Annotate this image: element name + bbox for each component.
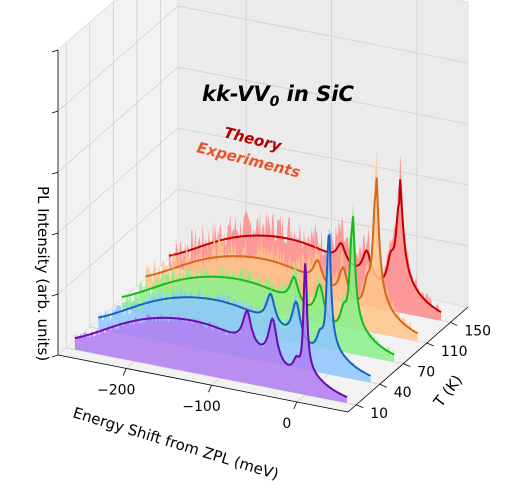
z-axis-label: PL Intensity (arb. units) [34,186,52,361]
chart-title: kk-VV0 in SiC [202,82,354,110]
experiment-area-10K [74,263,348,403]
z-tick-mark [51,293,59,297]
y-tick-mark [379,383,387,388]
z-tick-mark [51,232,59,236]
y-tick-mark [403,363,411,367]
axis-layer: −200 −100 0 10 40 70 110 150 [51,49,491,432]
x-tick-mark [293,401,298,410]
z-gridline [57,188,469,295]
y-tick-label: 150 [464,323,491,339]
z-tick-mark [51,171,59,175]
y-tick-mark [356,404,364,409]
y-tick-label: 10 [370,406,388,422]
x-axis-line [57,354,349,413]
x-tick-label: 0 [282,416,291,432]
x-axis-label: Energy Shift from ZPL (meV) [71,404,281,484]
theory-line-10K [74,263,348,399]
z-tick-mark [51,49,59,53]
x-tick-label: −100 [182,399,220,415]
y-tick-mark [426,342,434,347]
y-axis-line [347,306,469,413]
x-tick-label: −200 [97,382,135,398]
z-tick-mark [51,110,59,114]
series-layer [74,149,442,403]
theory-line-70K [121,216,395,356]
y-tick-label: 70 [417,365,435,381]
z-gridline [57,5,469,112]
theory-line-40K [98,233,372,377]
theory-line-110K [145,177,419,335]
z-tick-mark [51,354,59,358]
y-tick-label: 110 [441,344,468,360]
x-tick-mark [208,385,212,393]
y-tick-mark [450,322,458,326]
y-tick-label: 40 [394,385,412,401]
z-gridline [57,127,469,234]
z-gridline [57,66,469,173]
x-tick-mark [122,368,127,376]
series-10K [74,263,348,403]
